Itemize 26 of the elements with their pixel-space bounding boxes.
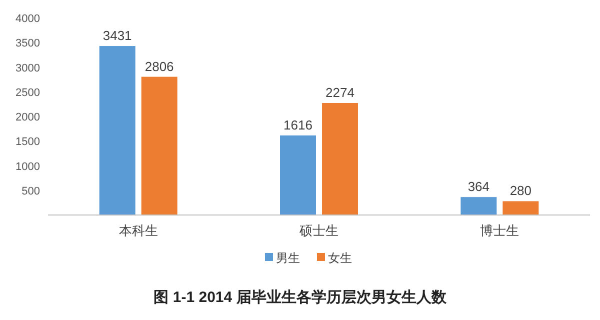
bar <box>141 76 178 215</box>
x-tick-label: 硕士生 <box>298 223 338 238</box>
bar <box>280 135 316 215</box>
data-label: 364 <box>468 179 490 194</box>
data-label: 2806 <box>144 58 174 74</box>
bar <box>460 197 497 215</box>
data-label: 3431 <box>102 28 132 44</box>
data-label: 2274 <box>326 85 354 100</box>
data-label: 280 <box>510 183 532 198</box>
text: 图 1-1 2014 届毕业生各学历层次男女生人数 <box>154 289 448 306</box>
bar <box>322 103 358 215</box>
y-tick-label: 3500 <box>16 38 40 50</box>
bar <box>502 201 539 215</box>
legend-label: 女生 <box>328 251 352 265</box>
y-tick-label: 2000 <box>16 112 40 124</box>
bar <box>99 46 136 215</box>
data-label: 1616 <box>284 117 312 132</box>
y-tick-label: 500 <box>22 185 40 198</box>
y-tick-label: 1000 <box>16 160 40 173</box>
y-tick-label: 3000 <box>16 62 40 74</box>
y-tick-label: 1500 <box>16 136 40 148</box>
y-tick-label: 2500 <box>16 86 40 99</box>
x-tick-label: 博士生 <box>480 223 520 238</box>
x-tick-label: 本科生 <box>118 223 158 238</box>
y-tick-label: 4000 <box>16 13 40 25</box>
legend-label: 男生 <box>276 251 300 265</box>
